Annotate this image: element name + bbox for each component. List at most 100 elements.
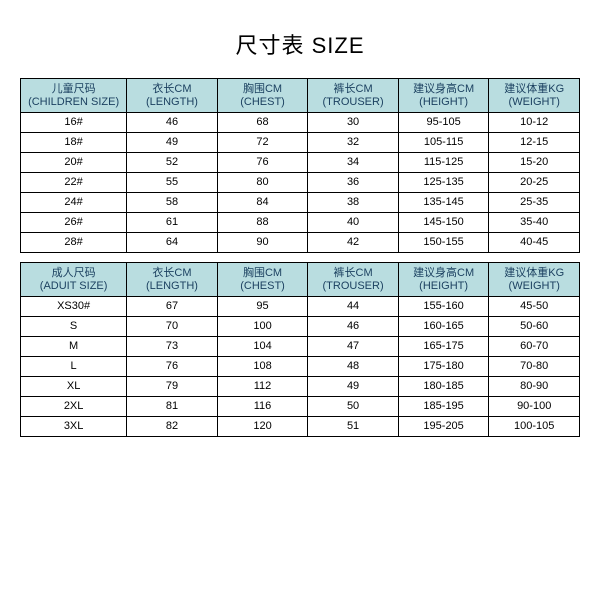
table-cell: 90-100 [489, 397, 580, 417]
table-cell: 116 [217, 397, 308, 417]
table-cell: 80-90 [489, 377, 580, 397]
col-header-height: 建议身高CM(HEIGHT) [398, 263, 489, 297]
table-cell: 26# [21, 213, 127, 233]
col-header-length: 衣长CM(LENGTH) [127, 263, 218, 297]
col-header-en: (HEIGHT) [400, 280, 488, 293]
table-cell: 64 [127, 233, 218, 253]
table-cell: 195-205 [398, 417, 489, 437]
col-header-en: (CHEST) [219, 280, 307, 293]
table-row: M7310447165-17560-70 [21, 337, 580, 357]
table-row: 16#46683095-10510-12 [21, 113, 580, 133]
table-cell: 15-20 [489, 153, 580, 173]
page-title: 尺寸表 SIZE [235, 28, 364, 60]
table-cell: 120 [217, 417, 308, 437]
table-cell: 73 [127, 337, 218, 357]
children-body: 16#46683095-10510-1218#497232105-11512-1… [21, 113, 580, 253]
col-header-cn: 建议身高CM [400, 83, 488, 96]
table-cell: XS30# [21, 297, 127, 317]
table-cell: 76 [127, 357, 218, 377]
table-cell: 72 [217, 133, 308, 153]
col-header-en: (TROUSER) [309, 96, 397, 109]
table-cell: 36 [308, 173, 399, 193]
table-cell: 52 [127, 153, 218, 173]
col-header-cn: 胸围CM [219, 83, 307, 96]
table-row: L7610848175-18070-80 [21, 357, 580, 377]
table-cell: 47 [308, 337, 399, 357]
table-cell: 185-195 [398, 397, 489, 417]
table-cell: 55 [127, 173, 218, 193]
table-row: 2XL8111650185-19590-100 [21, 397, 580, 417]
table-cell: 175-180 [398, 357, 489, 377]
table-cell: 108 [217, 357, 308, 377]
table-cell: 95 [217, 297, 308, 317]
table-cell: 67 [127, 297, 218, 317]
table-row: 20#527634115-12515-20 [21, 153, 580, 173]
col-header-cn: 儿童尺码 [22, 83, 125, 96]
col-header-chest: 胸围CM(CHEST) [217, 263, 308, 297]
col-header-en: (TROUSER) [309, 280, 397, 293]
adult-header: 成人尺码(ADUIT SIZE) 衣长CM(LENGTH) 胸围CM(CHEST… [21, 263, 580, 297]
col-header-weight: 建议体重KG(WEIGHT) [489, 263, 580, 297]
table-cell: 70-80 [489, 357, 580, 377]
col-header-cn: 胸围CM [219, 267, 307, 280]
table-cell: 88 [217, 213, 308, 233]
col-header-en: (CHEST) [219, 96, 307, 109]
table-cell: 46 [127, 113, 218, 133]
table-cell: 24# [21, 193, 127, 213]
table-cell: 180-185 [398, 377, 489, 397]
table-cell: 104 [217, 337, 308, 357]
table-cell: 48 [308, 357, 399, 377]
size-table-container: 儿童尺码(CHILDREN SIZE) 衣长CM(LENGTH) 胸围CM(CH… [20, 78, 580, 437]
table-cell: 30 [308, 113, 399, 133]
table-row: 22#558036125-13520-25 [21, 173, 580, 193]
table-cell: 10-12 [489, 113, 580, 133]
table-cell: 3XL [21, 417, 127, 437]
table-row: 28#649042150-15540-45 [21, 233, 580, 253]
col-header-en: (WEIGHT) [490, 96, 578, 109]
table-cell: 100 [217, 317, 308, 337]
col-header-length: 衣长CM(LENGTH) [127, 79, 218, 113]
table-cell: 135-145 [398, 193, 489, 213]
table-cell: 70 [127, 317, 218, 337]
col-header-weight: 建议体重KG(WEIGHT) [489, 79, 580, 113]
col-header-cn: 建议体重KG [490, 267, 578, 280]
table-row: XS30#679544155-16045-50 [21, 297, 580, 317]
table-cell: 49 [308, 377, 399, 397]
table-cell: 61 [127, 213, 218, 233]
col-header-cn: 建议体重KG [490, 83, 578, 96]
table-cell: S [21, 317, 127, 337]
col-header-en: (HEIGHT) [400, 96, 488, 109]
table-cell: 25-35 [489, 193, 580, 213]
col-header-cn: 衣长CM [128, 267, 216, 280]
table-cell: 20# [21, 153, 127, 173]
table-cell: 22# [21, 173, 127, 193]
table-cell: 84 [217, 193, 308, 213]
col-header-cn: 建议身高CM [400, 267, 488, 280]
col-header-en: (WEIGHT) [490, 280, 578, 293]
col-header-en: (CHILDREN SIZE) [22, 96, 125, 109]
col-header-trouser: 裤长CM(TROUSER) [308, 79, 399, 113]
table-row: S7010046160-16550-60 [21, 317, 580, 337]
table-cell: 12-15 [489, 133, 580, 153]
table-cell: 58 [127, 193, 218, 213]
table-cell: 100-105 [489, 417, 580, 437]
children-header: 儿童尺码(CHILDREN SIZE) 衣长CM(LENGTH) 胸围CM(CH… [21, 79, 580, 113]
table-cell: 45-50 [489, 297, 580, 317]
col-header-cn: 裤长CM [309, 83, 397, 96]
table-cell: 28# [21, 233, 127, 253]
spacer-cell [21, 253, 580, 263]
table-cell: 165-175 [398, 337, 489, 357]
table-cell: 82 [127, 417, 218, 437]
adult-body: XS30#679544155-16045-50S7010046160-16550… [21, 297, 580, 437]
table-cell: 20-25 [489, 173, 580, 193]
col-header-chest: 胸围CM(CHEST) [217, 79, 308, 113]
col-header-cn: 成人尺码 [22, 267, 125, 280]
table-cell: 105-115 [398, 133, 489, 153]
table-cell: 115-125 [398, 153, 489, 173]
table-cell: 49 [127, 133, 218, 153]
table-cell: 80 [217, 173, 308, 193]
col-header-cn: 裤长CM [309, 267, 397, 280]
table-cell: 60-70 [489, 337, 580, 357]
table-cell: 16# [21, 113, 127, 133]
table-cell: 51 [308, 417, 399, 437]
